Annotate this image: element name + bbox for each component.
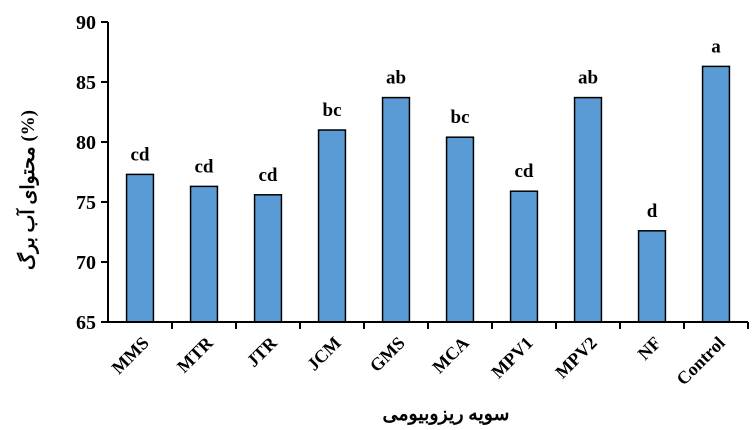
x-axis-title: سویه ریزوبیومی (383, 404, 510, 425)
data-labels-group: cd cd cd bc ab bc cd ab d a (131, 36, 722, 221)
data-label-jtr: cd (259, 165, 278, 186)
y-axis-title: محتوای آب برگ (%) (15, 110, 39, 270)
data-label-mpv1: cd (515, 161, 534, 182)
bar-mca (445, 136, 475, 323)
data-label-gms: ab (386, 68, 406, 89)
bar-mpv2 (573, 96, 603, 323)
bars-group (125, 65, 731, 323)
bar-nf (637, 230, 667, 323)
x-tick-label-mms: MMS (108, 333, 153, 378)
x-tick-label-mpv1: MPV1 (487, 333, 536, 382)
x-tick-label-mca: MCA (428, 333, 473, 378)
bar-gms (381, 96, 411, 323)
data-label-mca: bc (451, 107, 470, 128)
x-tick-label-gms: GMS (366, 333, 409, 376)
bar-mms (125, 173, 155, 323)
x-tick-label-jtr: JTR (243, 332, 282, 371)
x-tick-label-nf: NF (634, 333, 665, 364)
data-label-mpv2: ab (578, 68, 598, 89)
data-label-jcm: bc (323, 100, 342, 121)
data-label-mms: cd (131, 144, 150, 165)
y-tick-label: 75 (76, 192, 96, 214)
y-tick-label: 85 (76, 72, 96, 94)
bar-jcm (317, 129, 347, 323)
y-tick-label: 80 (76, 132, 96, 154)
data-label-control: a (711, 36, 721, 57)
bar-jtr (253, 194, 283, 323)
y-tick-label: 65 (76, 312, 96, 334)
x-tick-label-mpv2: MPV2 (551, 333, 600, 382)
x-tick-label-control: Control (672, 333, 728, 389)
x-ticks-group: MMS MTR JTR JCM GMS MCA MPV1 MPV2 NF Control (108, 322, 749, 389)
y-tick-label: 90 (76, 12, 96, 34)
x-tick-label-mtr: MTR (173, 332, 218, 377)
x-tick-label-jcm: JCM (303, 333, 345, 375)
data-label-mtr: cd (195, 156, 214, 177)
bar-control (701, 65, 731, 323)
y-ticks-group: 65 70 75 80 85 90 (76, 12, 108, 334)
data-label-nf: d (647, 201, 658, 222)
bar-mtr (189, 185, 219, 323)
bar-mpv1 (509, 190, 539, 323)
y-tick-label: 70 (76, 252, 96, 274)
